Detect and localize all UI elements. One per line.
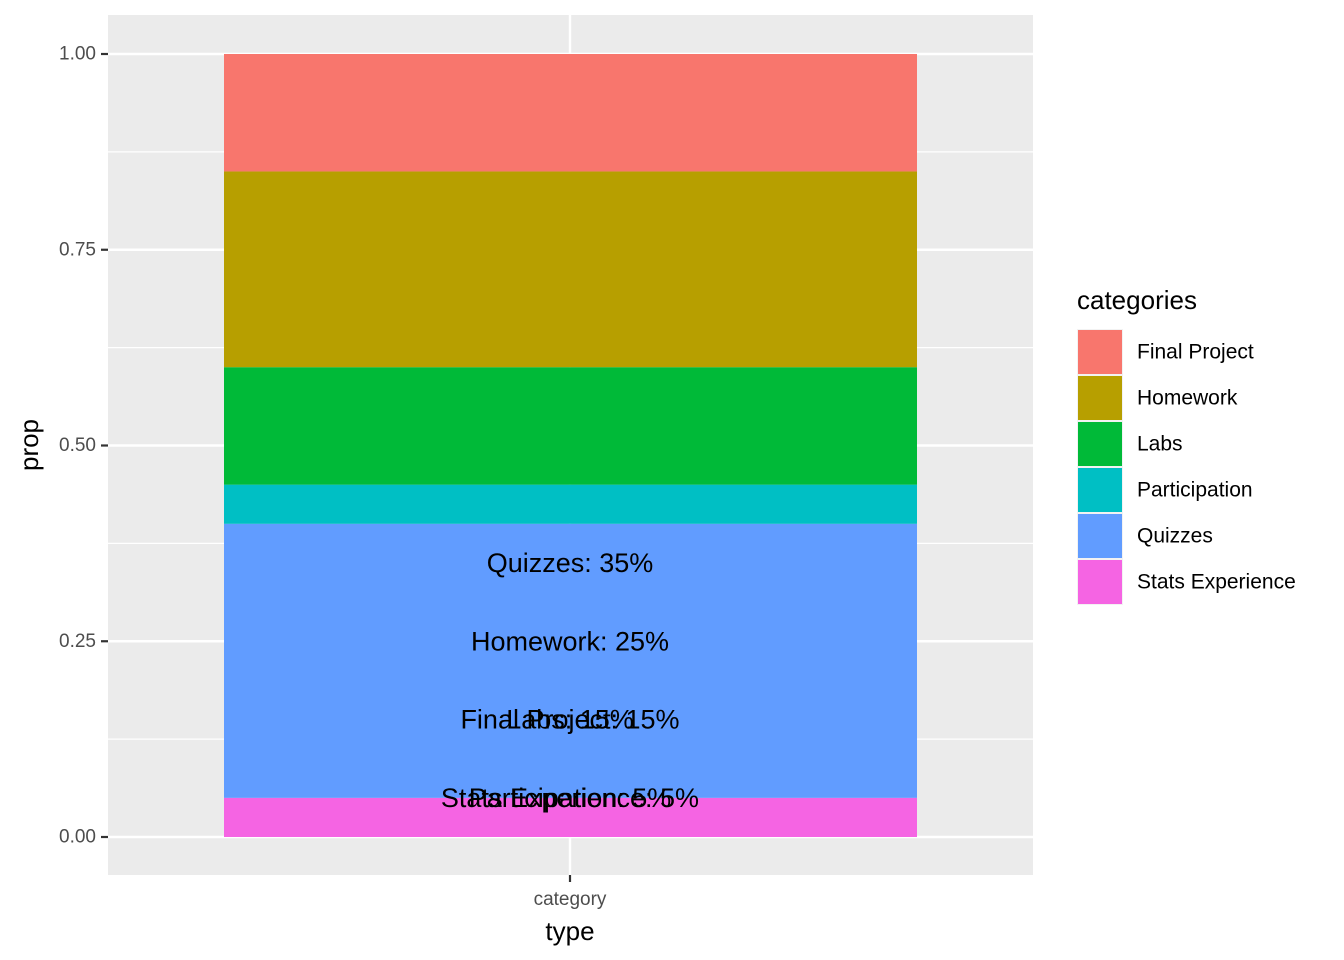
legend-label: Labs <box>1137 433 1183 456</box>
x-tick-label: category <box>534 889 607 910</box>
bar-label: Homework: 25% <box>471 626 669 656</box>
bar-segment-final-project <box>224 54 917 172</box>
bar-label: Final Project: 15% <box>460 705 679 735</box>
y-axis-title: prop <box>14 419 44 471</box>
legend-title: categories <box>1077 285 1197 315</box>
legend-swatch <box>1078 422 1122 466</box>
bar-segment-stats-experience <box>224 797 917 837</box>
legend-swatch <box>1078 468 1122 512</box>
x-axis-title: type <box>545 916 594 946</box>
bar-labels: Quizzes: 35% Homework: 25% Final Project: … <box>441 548 699 813</box>
legend-swatch <box>1078 330 1122 374</box>
legend-swatch <box>1078 376 1122 420</box>
bar-segment-labs <box>224 367 917 485</box>
bar-label: Stats Experience: 5% <box>441 783 699 813</box>
legend-label: Quizzes <box>1137 525 1213 548</box>
bar-label: Quizzes: 35% <box>487 548 654 578</box>
y-tick-label: 1.00 <box>59 44 96 65</box>
legend-label: Homework <box>1137 387 1238 410</box>
legend: categories Final Project Homework Labs Part… <box>1077 285 1296 605</box>
y-axis: 0.00 0.25 0.50 0.75 1.00 <box>59 44 108 848</box>
bar-label: Labs: 15% <box>506 705 634 735</box>
y-tick-label: 0.50 <box>59 435 96 456</box>
y-tick-label: 0.00 <box>59 827 96 848</box>
legend-label: Final Project <box>1137 341 1254 364</box>
bar-label: Participation: 5% <box>469 783 672 813</box>
x-axis: category <box>534 875 607 910</box>
bar-segment-quizzes <box>224 523 917 798</box>
bar-segment-homework <box>224 171 917 368</box>
legend-swatch <box>1078 560 1122 604</box>
legend-swatch <box>1078 514 1122 558</box>
y-tick-label: 0.25 <box>59 631 96 652</box>
bar-stack <box>224 54 917 837</box>
y-tick-label: 0.75 <box>59 239 96 260</box>
legend-label: Participation <box>1137 479 1253 502</box>
legend-label: Stats Experience <box>1137 571 1296 594</box>
bar-segment-participation <box>224 484 917 524</box>
